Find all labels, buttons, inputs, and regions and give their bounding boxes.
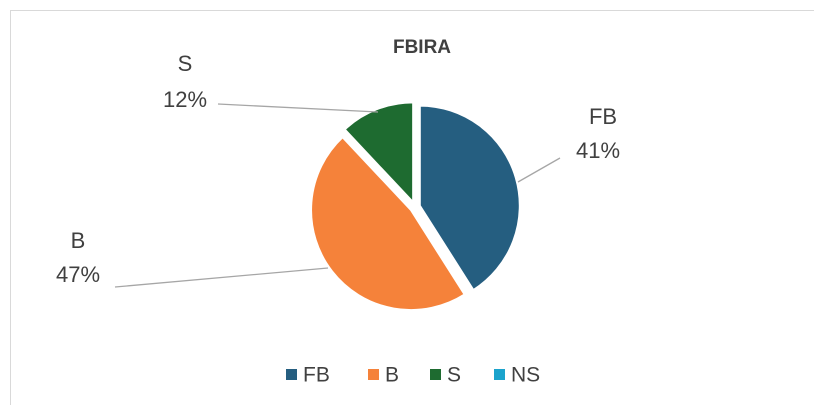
- pie-slice: [418, 104, 521, 292]
- chart-frame: [10, 10, 814, 405]
- legend-swatch: [430, 369, 441, 380]
- legend-label: S: [447, 364, 461, 387]
- data-label: 41%: [576, 138, 620, 163]
- legend-label: NS: [511, 364, 540, 387]
- data-label: 47%: [56, 262, 100, 287]
- data-label-name: B: [71, 228, 86, 253]
- legend-swatch: [494, 369, 505, 380]
- legend-label: FB: [303, 364, 330, 387]
- data-label-name: S: [178, 51, 193, 76]
- data-label-name: FB: [589, 104, 617, 129]
- legend-swatch: [286, 369, 297, 380]
- leader-line: [517, 157, 561, 183]
- leader-line: [114, 267, 329, 288]
- legend-swatch: [368, 369, 379, 380]
- leader-line: [217, 103, 379, 113]
- data-label: 12%: [163, 87, 207, 112]
- chart-title: FBIRA: [393, 37, 451, 58]
- legend-label: B: [385, 364, 399, 387]
- pie-slice: [343, 101, 415, 205]
- pie-slice: [310, 135, 467, 312]
